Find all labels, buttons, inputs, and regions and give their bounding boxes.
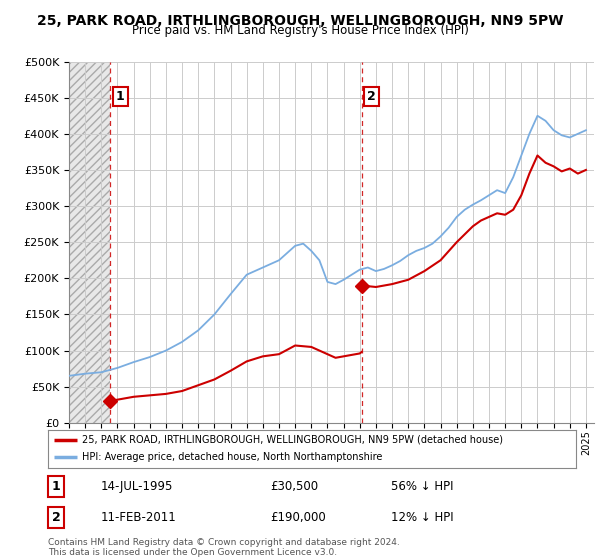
Text: 12% ↓ HPI: 12% ↓ HPI [391,511,454,524]
Text: 2: 2 [367,90,376,103]
Text: £30,500: £30,500 [270,480,318,493]
Text: 14-JUL-1995: 14-JUL-1995 [101,480,173,493]
Text: HPI: Average price, detached house, North Northamptonshire: HPI: Average price, detached house, Nort… [82,452,383,463]
Text: 1: 1 [116,90,124,103]
Text: 25, PARK ROAD, IRTHLINGBOROUGH, WELLINGBOROUGH, NN9 5PW (detached house): 25, PARK ROAD, IRTHLINGBOROUGH, WELLINGB… [82,435,503,445]
Text: 56% ↓ HPI: 56% ↓ HPI [391,480,454,493]
Text: 25, PARK ROAD, IRTHLINGBOROUGH, WELLINGBOROUGH, NN9 5PW: 25, PARK ROAD, IRTHLINGBOROUGH, WELLINGB… [37,14,563,28]
Text: 11-FEB-2011: 11-FEB-2011 [101,511,176,524]
Text: 1: 1 [52,480,60,493]
Text: 2: 2 [52,511,60,524]
Text: Contains HM Land Registry data © Crown copyright and database right 2024.
This d: Contains HM Land Registry data © Crown c… [48,538,400,557]
Bar [69,62,110,423]
Text: £190,000: £190,000 [270,511,326,524]
Text: Price paid vs. HM Land Registry's House Price Index (HPI): Price paid vs. HM Land Registry's House … [131,24,469,37]
